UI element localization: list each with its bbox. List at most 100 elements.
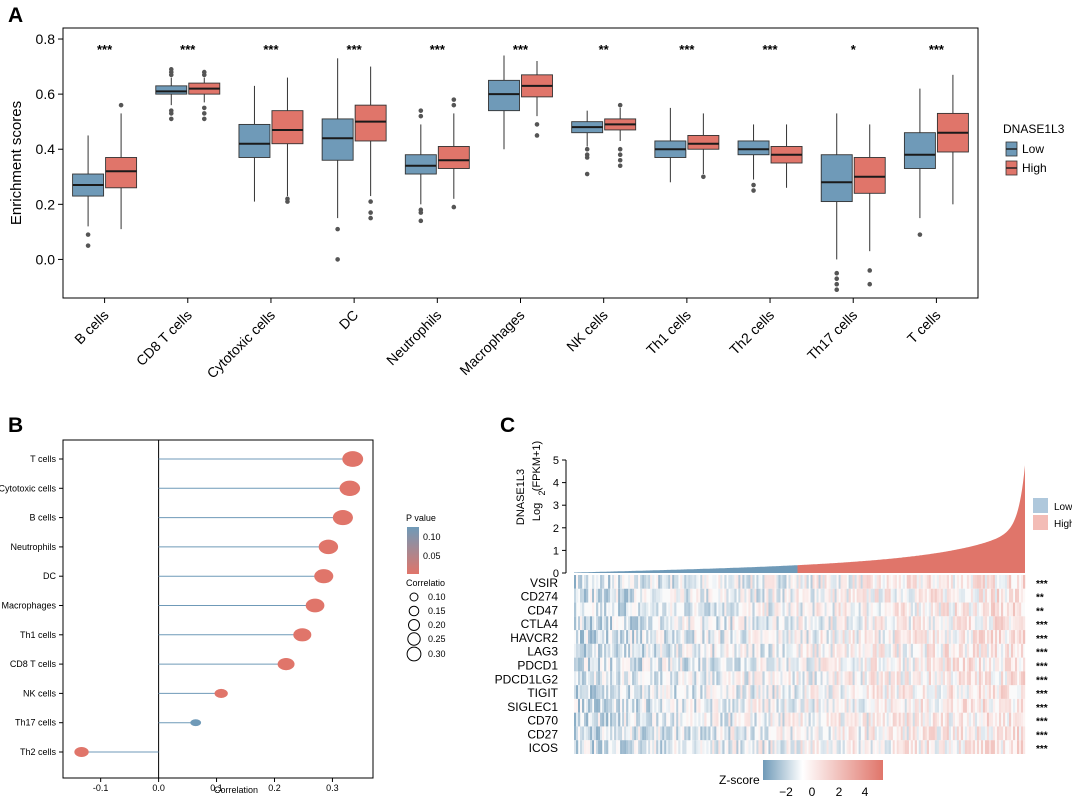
heat-cell [874,698,877,713]
heat-cell [596,671,599,686]
heat-cell [978,671,982,686]
heat-cell [766,698,769,713]
heat-cell [636,671,639,686]
heat-cell [728,698,731,713]
heat-cell [912,726,915,741]
heat-cell [836,698,839,713]
heat-cell [766,671,769,686]
heat-cell [802,575,805,589]
heat-cell [1016,602,1020,617]
heat-cell [884,726,887,741]
heat-cell [988,575,992,589]
heat-cell [960,588,964,603]
heat-cell [910,588,913,603]
heat-cell [826,740,829,754]
heat-cell [626,685,629,699]
heat-cell [708,630,711,644]
heat-cell [870,726,873,741]
heat-cell [670,643,673,658]
heat-cell [776,726,779,741]
heat-cell [624,671,627,686]
heat-cell [1000,726,1004,741]
heat-cell [878,616,881,631]
y-tick-label: 0.4 [36,141,56,157]
heat-cell [946,726,950,741]
heat-cell [626,740,629,754]
heat-cell [832,575,835,589]
heat-cell [782,685,785,699]
heat-cell [758,588,761,603]
heat-cell [922,616,925,631]
heat-cell [726,726,729,741]
outlier-high-cd8-t-cells [201,111,207,116]
heat-cell [622,616,625,631]
outlier-low-b-cells [85,243,91,248]
heat-cell [728,616,731,631]
heat-cell [934,575,937,589]
heat-cell [990,616,994,631]
heat-cell [822,671,825,686]
heat-cell [948,671,952,686]
heat-cell [848,588,851,603]
heat-cell [942,740,946,754]
heat-cell [606,588,609,603]
y-tick-label: 0.6 [36,86,56,102]
heat-cell [910,685,913,699]
heat-cell [1006,671,1010,686]
heat-cell [772,657,775,672]
heat-cell [632,602,635,617]
heat-cell [944,685,948,699]
heat-cell [914,685,917,699]
heat-cell [746,588,749,603]
heat-cell [642,726,645,741]
significance-macrophages: *** [513,42,529,57]
heat-cell [576,685,579,699]
heat-cell [748,588,751,603]
heat-cell [838,726,841,741]
heat-cell [810,726,813,741]
heat-cell [588,726,591,741]
heat-cell [844,671,847,686]
heat-cell [792,671,795,686]
bar-y-tick-label: 3 [553,500,559,512]
heat-cell [910,575,913,589]
heat-cell [706,671,709,686]
heat-cell [762,712,765,727]
heat-cell [892,698,895,713]
heat-cell [948,657,952,672]
heat-cell [1004,643,1008,658]
heat-cell [710,602,713,617]
heat-cell [966,575,970,589]
heat-cell [808,616,811,631]
heat-cell [688,575,691,589]
heat-cell [898,616,901,631]
heat-cell [996,602,1000,617]
heat-cell [648,657,651,672]
heat-cell [594,698,597,713]
heat-cell [926,643,929,658]
outlier-high-neutrophils [451,204,457,210]
heat-cell [936,630,939,644]
heat-cell [668,630,671,644]
heat-cell [828,616,831,631]
heat-cell [842,712,845,727]
heat-cell [848,740,851,754]
heat-cell [738,657,741,672]
heat-cell [604,712,607,727]
heat-cell [798,685,801,699]
heat-cell [986,575,990,589]
heat-cell [1000,685,1004,699]
heat-cell [802,698,805,713]
heat-cell [926,630,929,644]
heat-cell [1008,740,1012,754]
heat-cell [758,712,761,727]
heat-cell [596,726,599,741]
heat-cell [916,575,919,589]
heat-cell [662,643,665,658]
heat-cell [848,602,851,617]
heat-cell [932,588,935,603]
heat-cell [824,643,827,658]
heat-cell [718,740,721,754]
colorbar-gradient [763,760,883,780]
heat-cell [588,630,591,644]
